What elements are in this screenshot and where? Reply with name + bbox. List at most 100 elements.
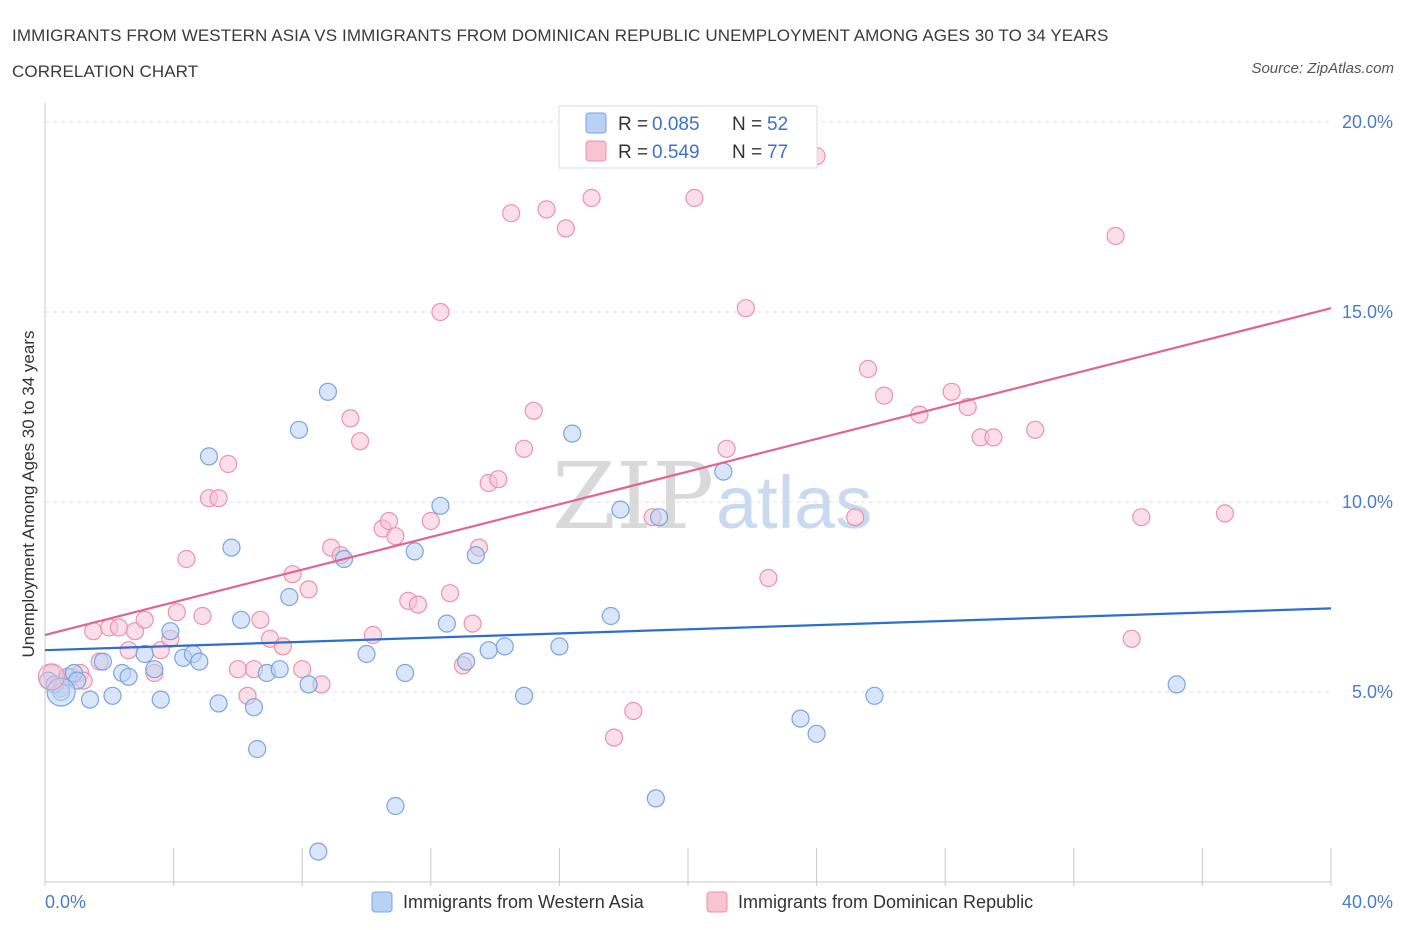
dominican-republic-point [502, 204, 521, 223]
dominican-republic-point [350, 432, 370, 451]
dominican-republic-point [167, 603, 186, 622]
western-asia-point [437, 614, 456, 633]
dominican-republic-point [984, 428, 1003, 447]
dominican-republic-point [1026, 420, 1045, 439]
y-tick-label: 5.0% [1352, 682, 1393, 702]
western-asia-point [405, 542, 424, 561]
western-asia-point [309, 842, 328, 861]
bottom-legend-label-pink: Immigrants from Dominican Republic [738, 892, 1033, 912]
western-asia-point [550, 637, 569, 656]
watermark-zip: ZIP [552, 443, 714, 550]
western-asia-point [563, 424, 582, 443]
western-asia-point [318, 382, 338, 401]
dominican-republic-point [875, 386, 894, 405]
trendline-dominican-republic [44, 307, 1332, 637]
bottom-legend-swatch-blue [371, 891, 393, 913]
western-asia-point [514, 686, 534, 705]
trendline-western-asia [44, 607, 1332, 652]
western-asia-point [93, 652, 112, 671]
legend-n-value-2: 77 [767, 142, 788, 163]
western-asia-point [357, 644, 376, 664]
dominican-republic-point [408, 595, 428, 614]
dominican-republic-point [759, 568, 778, 588]
legend-n-label-2: N = [732, 142, 767, 163]
legend-swatch-pink [585, 140, 607, 162]
legend-r-value-2: 0.549 [652, 142, 700, 163]
dominican-republic-point [582, 188, 601, 208]
dominican-republic-point [524, 401, 543, 420]
source-label: Source: ZipAtlas.com [1251, 60, 1394, 77]
western-asia-point [714, 462, 733, 481]
western-asia-point [161, 622, 180, 641]
dominican-republic-point [685, 188, 704, 208]
dominican-republic-point [1215, 504, 1235, 523]
western-asia-point [479, 641, 498, 660]
western-asia-point [190, 652, 209, 671]
western-asia-point [457, 652, 476, 671]
x-tick-label-min: 0.0% [45, 892, 86, 912]
series-western-asia-points [37, 382, 1186, 861]
western-asia-point [289, 420, 309, 439]
dominican-republic-point [299, 580, 318, 599]
dominican-republic-point [537, 200, 556, 219]
y-tick-label: 10.0% [1342, 492, 1393, 512]
western-asia-point [280, 587, 299, 607]
dominican-republic-point [604, 728, 624, 747]
western-asia-point [431, 496, 450, 515]
dominican-republic-point [958, 397, 977, 417]
western-asia-point [119, 667, 138, 686]
western-asia-point [395, 663, 415, 683]
dominican-republic-point [379, 511, 399, 531]
dominican-republic-point [209, 489, 228, 508]
dominican-republic-point [624, 701, 643, 721]
dominican-republic-point [177, 549, 196, 569]
western-asia-point [611, 500, 630, 519]
bottom-legend-label-blue: Immigrants from Western Asia [403, 892, 645, 912]
dominican-republic-point [942, 382, 961, 401]
western-asia-point [646, 789, 665, 808]
dominican-republic-point [135, 610, 154, 629]
dominican-republic-point [363, 625, 383, 645]
western-asia-point [791, 709, 810, 728]
legend-r-label-1: R = [618, 114, 653, 135]
bottom-legend: Immigrants from Western Asia Immigrants … [371, 891, 1033, 913]
western-asia-point [80, 690, 100, 709]
dominican-republic-point [858, 359, 878, 379]
dominican-republic-point [440, 584, 460, 603]
western-asia-point [601, 606, 620, 626]
dominican-republic-point [846, 508, 865, 527]
western-asia-point [1167, 675, 1186, 694]
dominican-republic-point [736, 299, 755, 318]
dominican-republic-point [219, 454, 238, 474]
western-asia-point [270, 660, 289, 679]
western-asia-point [865, 686, 884, 705]
western-asia-point [135, 644, 154, 664]
western-asia-point [232, 610, 251, 629]
western-asia-point [248, 739, 267, 759]
y-tick-label: 20.0% [1342, 112, 1393, 132]
dominican-republic-point [251, 610, 270, 629]
dominican-republic-point [1106, 226, 1125, 246]
gridlines [45, 121, 1331, 693]
dominican-republic-point [386, 527, 405, 546]
western-asia-point [649, 508, 669, 527]
chart-title: IMMIGRANTS FROM WESTERN ASIA VS IMMIGRAN… [12, 26, 1109, 81]
dominican-republic-point [341, 409, 360, 428]
dominican-republic-point [489, 470, 508, 489]
dominican-republic-point [463, 614, 482, 633]
legend-n-label-1: N = [732, 114, 767, 135]
western-asia-point [466, 546, 485, 565]
y-axis-label: Unemployment Among Ages 30 to 34 years [19, 331, 38, 658]
trendlines [44, 307, 1332, 652]
y-tick-label: 15.0% [1342, 302, 1393, 322]
legend-row2: R = 0.549 N = 77 [618, 142, 788, 163]
legend-row1: R = 0.085 N = 52 [618, 114, 788, 135]
dominican-republic-point [293, 660, 312, 679]
legend-n-value-1: 52 [767, 114, 788, 135]
dominican-republic-point [109, 618, 129, 637]
x-ticks [44, 848, 1332, 886]
dominican-republic-point [431, 302, 450, 322]
legend-swatch-blue [585, 112, 607, 134]
dominican-republic-point [717, 439, 736, 458]
